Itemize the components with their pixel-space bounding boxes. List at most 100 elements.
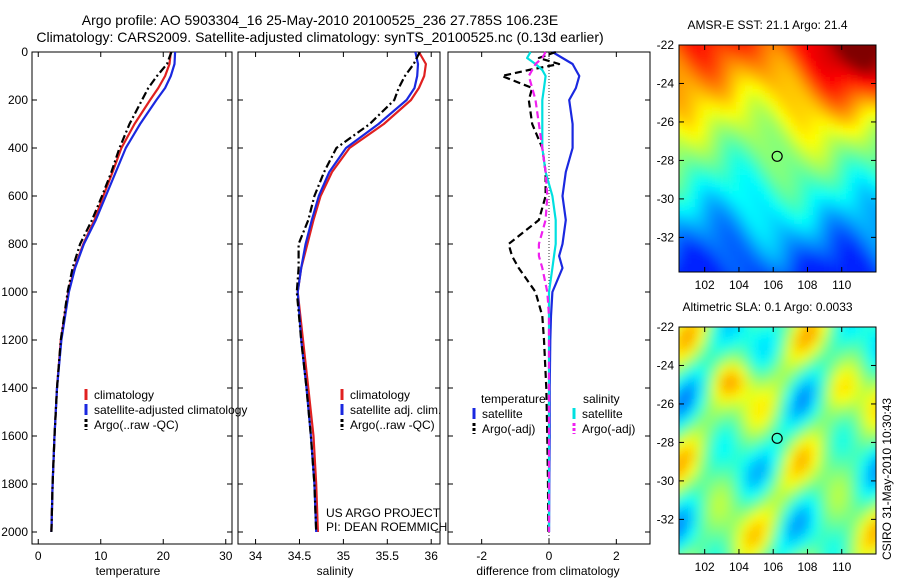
heatmap-cell: [761, 327, 770, 328]
heatmap-cell: [711, 545, 721, 554]
heatmap-cell: [826, 497, 836, 506]
heatmap-cell: [736, 327, 746, 328]
heatmap-cell: [687, 399, 697, 409]
heatmap-cell: [695, 142, 705, 151]
heatmap-cell: [720, 61, 729, 70]
heatmap-cell: [785, 77, 795, 87]
heatmap-cell: [695, 545, 705, 554]
heatmap-cell: [851, 448, 861, 458]
heatmap-cell: [728, 109, 738, 119]
series-line-salinity-argo-adj-: [527, 51, 551, 532]
heatmap-cell: [826, 391, 836, 401]
heatmap-cell: [679, 489, 688, 498]
heatmap-cell: [703, 45, 713, 54]
heatmap-cell: [777, 117, 787, 127]
heatmap-cell: [859, 182, 869, 192]
heatmap-cell: [777, 359, 787, 369]
heatmap-cell: [769, 215, 779, 224]
y-tick-label: 800: [8, 237, 28, 251]
heatmap-cell: [826, 231, 836, 241]
heatmap-cell: [679, 456, 680, 466]
heatmap-cell: [851, 45, 861, 54]
heatmap-cell: [728, 327, 738, 336]
heatmap-cell: [777, 424, 787, 433]
heatmap-cell: [744, 327, 754, 336]
heatmap-cell: [728, 448, 738, 458]
heatmap-cell: [826, 77, 836, 87]
heatmap-cell: [703, 239, 713, 249]
heatmap-cell: [736, 150, 746, 160]
heatmap-cell: [769, 351, 779, 361]
heatmap-cell: [818, 335, 828, 344]
legend-header-temperature: temperature: [481, 392, 546, 406]
heatmap-cell: [728, 408, 738, 417]
heatmap-cell: [744, 134, 754, 143]
heatmap-cell: [671, 554, 680, 563]
heatmap-cell: [818, 134, 828, 143]
heatmap-cell: [826, 199, 836, 208]
heatmap-cell: [876, 248, 885, 257]
heatmap-cell: [826, 464, 836, 474]
heatmap-cell: [687, 456, 697, 466]
heatmap-cell: [769, 416, 779, 425]
heatmap-cell: [744, 255, 754, 265]
heatmap-cell: [679, 391, 688, 401]
heatmap-cell: [679, 448, 688, 458]
heatmap-cell: [876, 167, 885, 176]
heatmap-cell: [736, 45, 746, 46]
heatmap-cell: [802, 207, 811, 216]
heatmap-cell: [679, 215, 688, 224]
heatmap-cell: [695, 481, 705, 490]
series-line-argo-raw-qc-: [295, 51, 421, 533]
heatmap-cell: [818, 247, 828, 257]
heatmap-cell: [687, 440, 697, 450]
heatmap-cell: [843, 472, 852, 482]
heatmap-cell: [720, 383, 729, 393]
heatmap-cell: [744, 521, 754, 531]
heatmap-cell: [810, 85, 820, 95]
heatmap-cell: [679, 134, 688, 143]
heatmap-cell: [761, 375, 770, 385]
heatmap-cell: [834, 448, 844, 458]
heatmap-cell: [793, 327, 803, 336]
heatmap-cell: [810, 351, 820, 361]
heatmap-cell: [695, 416, 705, 425]
heatmap-cell: [818, 399, 828, 409]
heatmap-cell: [752, 408, 762, 417]
heatmap-cell: [736, 432, 746, 442]
heatmap-cell: [695, 464, 705, 474]
heatmap-cell: [793, 464, 803, 474]
heatmap-cell: [802, 255, 811, 265]
heatmap-cell: [867, 351, 876, 361]
heatmap-cell: [867, 505, 876, 515]
y-tick-label: 1000: [1, 285, 28, 299]
y-tick-label: 600: [8, 189, 28, 203]
heatmap-cell: [834, 545, 844, 554]
heatmap-cell: [785, 231, 795, 241]
x-tick-label: 35.5: [376, 549, 400, 563]
heatmap-cell: [843, 327, 852, 328]
heatmap-cell: [744, 351, 754, 361]
heatmap-cell: [703, 93, 713, 103]
heatmap-cell: [679, 537, 680, 547]
heatmap-cell: [802, 53, 811, 62]
x-tick-label: 104: [729, 278, 749, 292]
heatmap-cell: [736, 424, 746, 433]
heatmap-cell: [769, 93, 779, 103]
heatmap-cell: [826, 327, 836, 336]
heatmap-cell: [752, 327, 762, 328]
heatmap-cell: [736, 545, 746, 554]
heatmap-cell: [679, 53, 688, 62]
heatmap-cell: [703, 126, 713, 135]
heatmap-cell: [769, 255, 779, 265]
heatmap-cell: [793, 223, 803, 233]
heatmap-cell: [769, 134, 779, 143]
heatmap-cell: [720, 399, 729, 409]
heatmap-cell: [785, 505, 795, 515]
heatmap-cell: [843, 77, 852, 87]
heatmap-cell: [736, 327, 746, 336]
heatmap-cell: [818, 150, 828, 160]
heatmap-cell: [826, 174, 836, 184]
heatmap-cell: [769, 432, 779, 442]
heatmap-cell: [876, 513, 885, 522]
